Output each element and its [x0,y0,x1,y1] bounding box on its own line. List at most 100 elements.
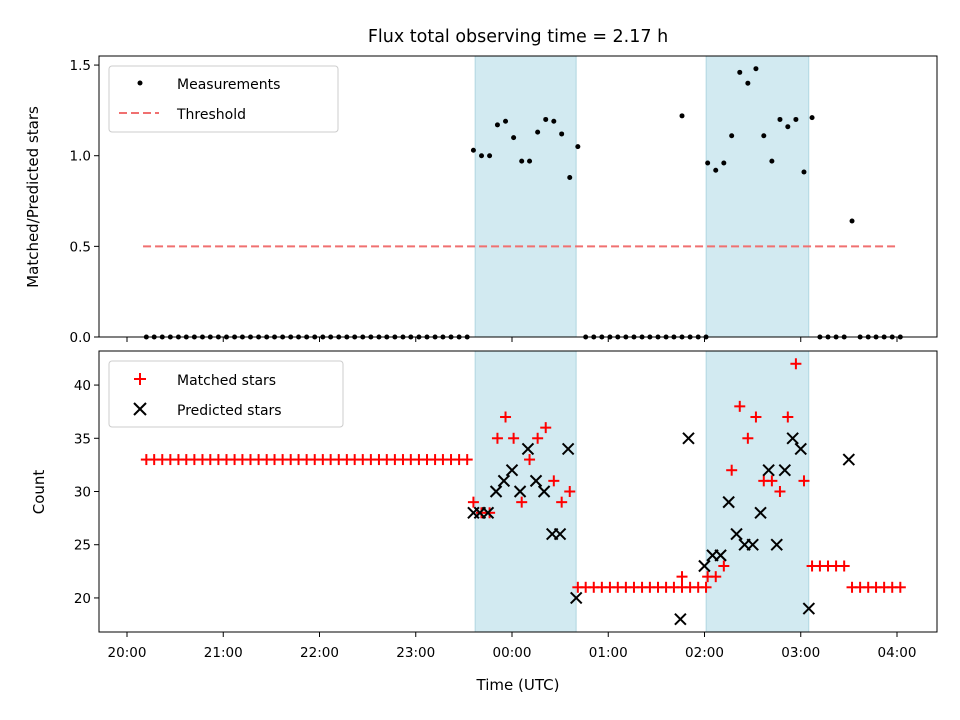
legend-predicted-label: Predicted stars [177,403,282,419]
bottom-y-tick-label: 25 [74,538,91,554]
predicted-star-point [513,485,527,498]
predicted-star-point [553,527,567,541]
predicted-star-point [802,602,816,615]
predicted-star-point [786,432,799,445]
predicted-star-point [754,506,767,519]
matched-star-point [548,475,560,487]
matched-star-point [726,464,738,476]
measurement-point [705,160,711,166]
predicted-star-point [570,591,583,605]
measurement-point [785,124,791,130]
matched-star-point [540,422,552,434]
predicted-star-point [778,464,792,477]
matched-star-point [532,432,544,444]
top-y-tick-label: 1.5 [70,58,91,74]
bottom-legend: Matched stars Predicted stars [108,360,344,428]
predicted-star-point [730,527,743,541]
measurement-point [487,153,493,159]
measurement-point [849,218,855,224]
matched-star-point [718,560,730,572]
matched-star-point [798,475,810,487]
predicted-star-point [794,442,807,456]
x-axis-label: Time (UTC) [476,676,560,694]
measurement-point [769,158,775,164]
matched-star-point [491,432,503,444]
measurement-point [567,174,573,180]
legend-threshold-label: Threshold [176,107,246,123]
measurement-point [713,167,719,173]
measurement-point [761,133,767,139]
matched-star-point [838,560,850,572]
legend-measurements-marker [137,80,143,86]
measurement-point [494,122,500,128]
matched-star-point [467,496,479,508]
predicted-star-point [529,474,543,488]
matched-star-point [508,432,520,444]
matched-star-point [564,486,576,497]
matched-star-point [790,358,802,370]
matched-star-point [710,571,722,583]
predicted-star-point [497,474,511,488]
x-tick-label: 23:00 [396,645,435,661]
predicted-star-point [537,485,551,498]
matched-star-point [700,581,712,593]
measurement-point [737,69,743,75]
bottom-highlight-span-1 [474,350,577,633]
measurement-point [721,160,727,166]
predicted-star-point [746,538,759,551]
measurement-point [559,131,565,137]
x-tick-label: 22:00 [300,645,339,661]
bottom-highlight-span-2 [705,350,810,633]
top-y-axis-label: Matched/Predicted stars [24,106,42,288]
matched-star-point [524,454,536,466]
matched-star-point [782,411,794,423]
measurement-point [527,158,533,164]
legend-matched-marker [134,373,146,385]
measurement-point [479,153,485,159]
legend-measurements-label: Measurements [177,77,280,93]
predicted-star-point [505,464,519,477]
top-plot-frame [98,55,938,338]
bottom-y-tick-label: 35 [74,431,91,447]
measurement-point [729,133,735,139]
matched-star-point [766,475,778,487]
predicted-star-point [682,432,695,445]
matched-star-point [500,411,512,423]
measurement-point [470,147,476,153]
x-tick-label: 03:00 [781,645,820,661]
matched-star-point [894,581,906,593]
bottom-y-tick-label: 30 [74,485,91,501]
top-panel: 0.0 0.5 1.0 1.5 Matched/Predicted stars Mea… [24,55,938,346]
predicted-star-point [521,442,535,456]
chart-title: Flux total observing time = 2.17 h [368,27,668,47]
measurement-point [535,129,541,135]
measurement-point [745,80,751,86]
x-tick-label: 01:00 [589,645,628,661]
predicted-star-point [762,464,775,477]
matched-star-point [750,411,762,423]
predicted-star-point [698,559,711,573]
top-highlight-span-1 [474,55,577,338]
matched-star-point [676,571,688,583]
measurement-point [543,116,549,122]
measurement-point [777,116,783,122]
predicted-star-point [722,495,735,509]
matched-star-point [516,496,528,508]
measurement-point [519,158,525,164]
x-tick-label: 00:00 [493,645,532,661]
bottom-y-axis-label: Count [30,470,48,515]
bottom-panel: 20 25 30 35 40 20:00 21:00 22:00 23:00 00:00 01:0… [30,350,938,694]
measurement-point [801,169,807,175]
matched-star-point [556,496,568,508]
measurement-point [575,144,581,150]
measurement-point [809,115,815,121]
bottom-y-tick-label: 20 [74,591,91,607]
measurement-point [503,118,509,124]
matched-star-point [742,432,754,444]
top-y-tick-label: 0.0 [70,330,91,346]
measurement-point [793,116,799,122]
top-highlight-span-2 [705,55,810,338]
matched-star-point [484,507,496,519]
x-tick-label: 21:00 [204,645,243,661]
